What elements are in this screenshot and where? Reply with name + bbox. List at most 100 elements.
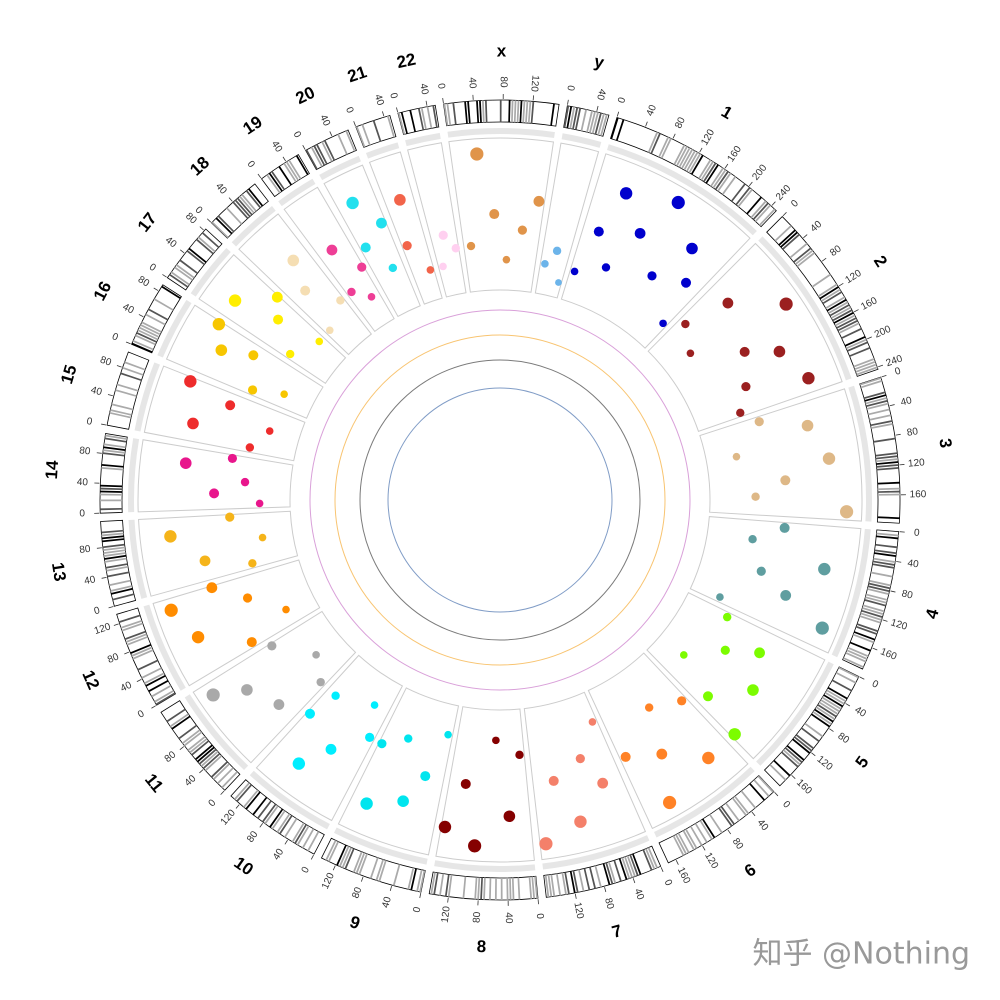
ideogram-band: [784, 747, 803, 764]
scatter-point: [265, 427, 274, 435]
ideogram-band: [210, 761, 228, 778]
tick-label: 120: [440, 905, 453, 923]
tick-label: 40: [809, 219, 825, 235]
scatter-point: [680, 651, 688, 659]
tick-label: 80: [498, 76, 509, 88]
ideogram-band: [439, 873, 445, 896]
scatter-point: [489, 209, 500, 220]
ideogram-band: [826, 298, 847, 312]
ideogram-band: [875, 543, 898, 549]
chromosome-label: x: [497, 41, 507, 60]
ideogram-band: [574, 107, 582, 130]
tick-mark: [811, 752, 816, 757]
ideogram-band: [517, 877, 521, 900]
ideogram-band: [525, 100, 529, 123]
ideogram-band: [578, 869, 585, 892]
ideogram: [397, 104, 440, 135]
ideogram: [563, 105, 610, 137]
ideogram-band: [355, 126, 366, 148]
ideogram-band: [232, 201, 249, 219]
scatter-point: [662, 795, 677, 810]
ideogram-band: [530, 101, 535, 124]
ideogram-band: [245, 791, 261, 810]
ideogram-band: [103, 449, 126, 454]
tick-mark: [645, 121, 648, 127]
ideogram-band: [820, 699, 840, 713]
ideogram-band: [714, 170, 729, 190]
scatter-point: [245, 443, 255, 452]
tick-label: 40: [121, 302, 136, 317]
ideogram-band: [686, 151, 699, 172]
ideogram-band: [243, 789, 259, 808]
chromosome-label: 17: [134, 209, 161, 236]
ideogram-band: [528, 876, 533, 899]
ideogram-band: [870, 423, 893, 429]
ideogram-band: [245, 190, 262, 209]
tick-label: 40: [119, 680, 134, 695]
tick-mark: [574, 893, 577, 899]
ideogram-band: [204, 755, 223, 772]
scatter-point: [273, 699, 285, 710]
ideogram-band: [124, 630, 146, 641]
scatter-point: [822, 452, 836, 465]
ideogram-band: [186, 250, 205, 266]
tick-label: 40: [77, 477, 89, 488]
ideogram-band: [307, 831, 320, 852]
scatter-point: [575, 754, 585, 764]
highlight-band: [607, 144, 757, 236]
track-panel: [560, 153, 751, 349]
tick-mark: [360, 876, 364, 882]
ideogram-band: [860, 612, 882, 621]
ideogram-band: [875, 458, 898, 463]
ideogram-band: [104, 554, 127, 560]
tick-mark: [442, 98, 444, 104]
ideogram-band: [481, 100, 485, 123]
tick-label: 40: [755, 818, 771, 834]
ideogram-band: [115, 389, 137, 397]
ideogram-band: [876, 464, 899, 468]
chromosome-label: 1: [718, 102, 736, 123]
tick-mark: [447, 897, 449, 903]
tick-mark: [396, 107, 399, 113]
ideogram-band: [821, 696, 842, 710]
tick-label: 160: [794, 777, 814, 797]
scatter-point: [728, 728, 741, 741]
tick-label: 0: [86, 416, 94, 428]
ideogram-band: [202, 752, 221, 770]
ideogram-band: [841, 327, 862, 339]
ideogram-band: [778, 229, 796, 246]
ideogram-band: [870, 420, 893, 427]
ideogram-band: [120, 372, 142, 382]
ideogram-band: [789, 242, 808, 259]
ideogram-band: [701, 818, 716, 839]
ideogram-band: [508, 100, 511, 123]
chromosome-label: 19: [239, 112, 265, 138]
ideogram-band: [746, 196, 763, 215]
tick-label: 120: [93, 621, 113, 637]
scatter-point: [647, 271, 657, 281]
scatter-point: [164, 530, 177, 543]
ideogram-band: [811, 273, 831, 288]
track-panel: [523, 691, 647, 861]
ideogram-band: [327, 841, 339, 862]
scatter-point: [593, 226, 604, 237]
ideogram-band: [678, 147, 691, 168]
scatter-point: [702, 751, 715, 765]
ideogram-band: [194, 744, 213, 761]
ideogram-band: [236, 197, 253, 216]
ideogram-band: [846, 649, 868, 660]
ideogram-band: [239, 195, 255, 214]
scatter-point: [248, 350, 259, 361]
scatter-point: [720, 645, 730, 655]
scatter-point: [225, 512, 235, 522]
ideogram-band: [112, 593, 135, 601]
ideogram-band: [556, 873, 562, 896]
ideogram-band: [699, 820, 713, 840]
highlight-band: [278, 178, 316, 207]
ideogram-band: [344, 848, 355, 870]
tick-mark: [116, 365, 122, 368]
tick-label: 40: [900, 395, 914, 408]
tick-mark: [113, 623, 119, 626]
ideogram-band: [513, 100, 517, 123]
ideogram-band: [122, 366, 144, 376]
